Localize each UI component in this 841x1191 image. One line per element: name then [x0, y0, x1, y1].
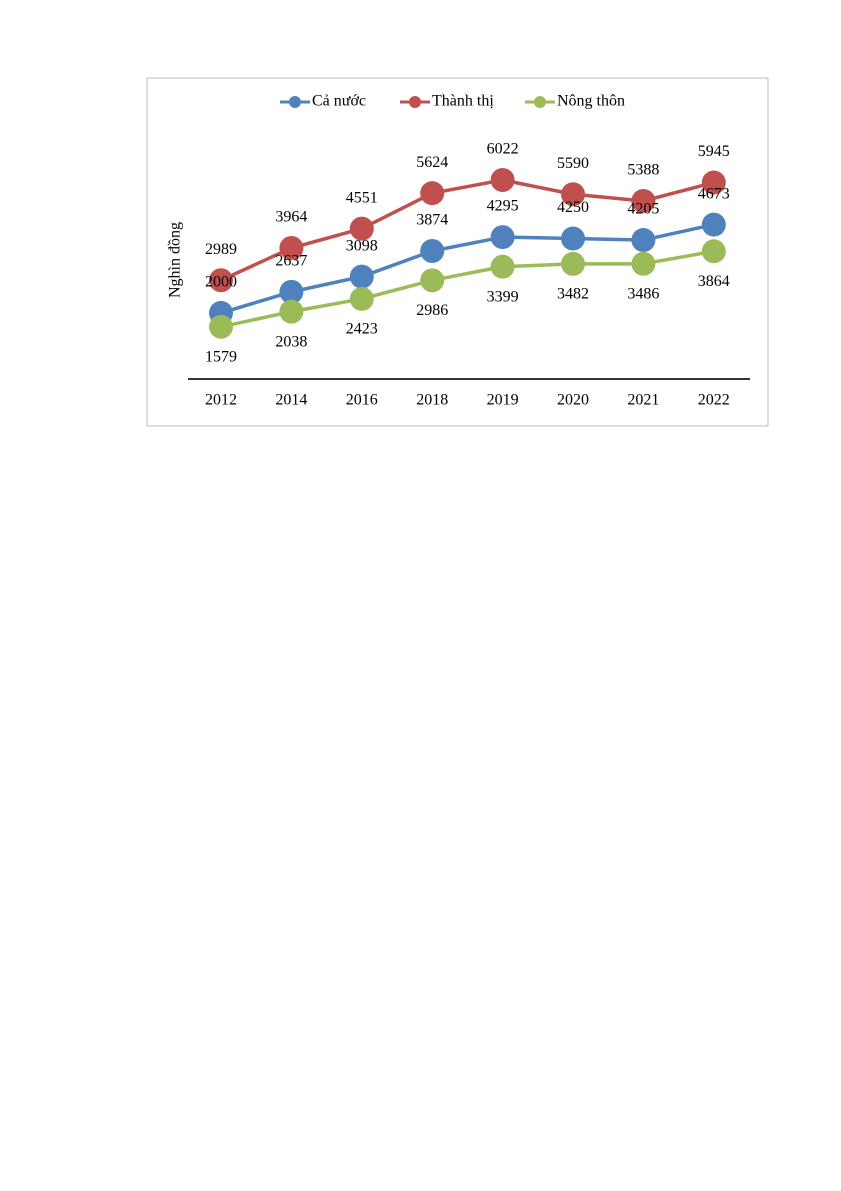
data-label: 3482 [557, 286, 589, 303]
point [701, 239, 726, 264]
legend-label: Nông thôn [557, 93, 625, 110]
point [349, 216, 374, 241]
point [420, 181, 445, 206]
data-label: 5388 [627, 162, 659, 179]
x-tick-label: 2019 [487, 392, 519, 409]
point [420, 238, 445, 263]
point [631, 251, 656, 276]
point [701, 170, 726, 195]
point [349, 264, 374, 289]
point [561, 182, 585, 207]
x-tick-label: 2012 [205, 392, 237, 409]
chart-frame [146, 77, 769, 427]
point [561, 226, 585, 251]
data-label: 3486 [627, 285, 659, 302]
data-label: 4250 [557, 199, 589, 216]
data-label: 5945 [698, 143, 730, 160]
data-label: 3964 [275, 209, 307, 226]
legend-label: Cả nước [312, 93, 366, 110]
x-tick-label: 2018 [416, 392, 448, 409]
data-label: 3399 [487, 288, 519, 305]
x-tick-label: 2016 [346, 392, 378, 409]
point [209, 268, 233, 293]
data-label: 4673 [698, 185, 730, 202]
point [349, 286, 374, 311]
legend-marker [534, 96, 546, 108]
data-label: 4551 [346, 189, 378, 206]
point [490, 225, 515, 250]
data-label: 4295 [487, 198, 519, 215]
legend-label: Thành thị [432, 93, 494, 110]
data-label: 4205 [627, 201, 659, 218]
data-label: 2989 [205, 241, 237, 258]
data-label: 2423 [346, 321, 378, 338]
y-axis-label: Nghìn đồng [167, 222, 184, 298]
x-tick-label: 2021 [627, 392, 659, 409]
point [631, 188, 656, 213]
point [561, 251, 585, 276]
legend-marker [409, 96, 421, 108]
data-label: 2637 [275, 253, 307, 270]
data-label: 1579 [205, 348, 237, 365]
point [279, 279, 304, 304]
point [209, 314, 233, 339]
point [701, 212, 726, 237]
data-label: 2000 [205, 274, 237, 291]
data-label: 2986 [416, 302, 448, 319]
point [631, 228, 656, 253]
point [490, 254, 515, 279]
data-label: 5624 [416, 154, 448, 171]
data-label: 3864 [698, 273, 730, 290]
x-tick-label: 2020 [557, 392, 589, 409]
point [279, 299, 304, 324]
point [279, 236, 304, 261]
point [420, 268, 445, 293]
point [490, 168, 515, 192]
data-label: 2038 [275, 333, 307, 350]
data-label: 3098 [346, 237, 378, 254]
data-label: 6022 [487, 141, 519, 158]
x-tick-label: 2014 [275, 392, 307, 409]
x-tick-label: 2022 [698, 392, 730, 409]
legend-marker [289, 96, 301, 108]
data-label: 5590 [557, 155, 589, 172]
data-label: 3874 [416, 212, 448, 229]
